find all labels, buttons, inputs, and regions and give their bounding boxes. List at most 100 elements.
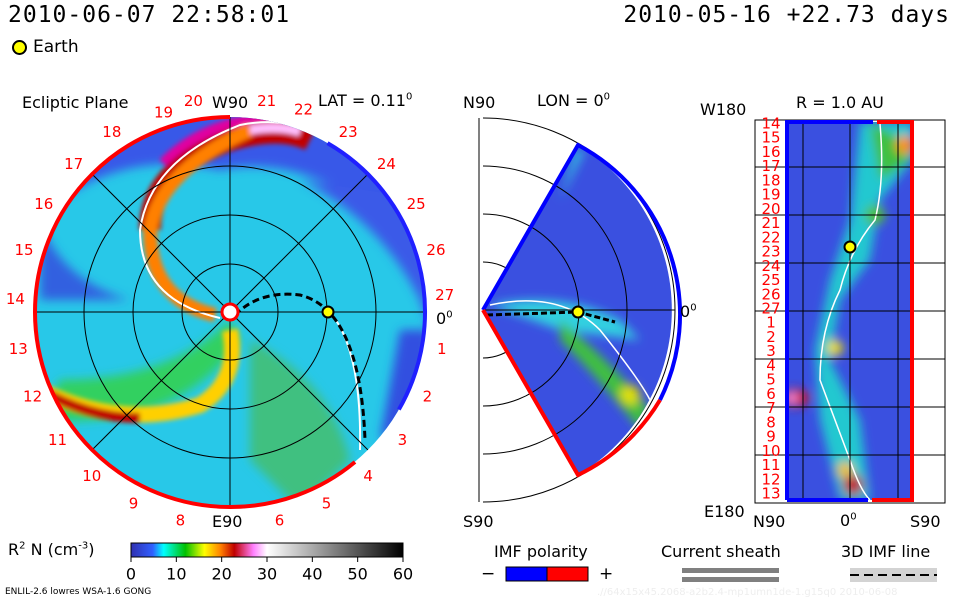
e180-label: E180 xyxy=(704,502,745,521)
tick-label: 21 xyxy=(257,92,276,110)
deg-sup: 0 xyxy=(405,91,413,103)
tick-label: 0 xyxy=(126,565,136,584)
tick-label: 2 xyxy=(766,328,776,346)
r-text: R xyxy=(8,540,20,559)
model-info: ENLIL-2.6 lowres WSA-1.6 GONG xyxy=(5,587,152,597)
sheath-title: Current sheath xyxy=(661,542,781,561)
sup: 2 xyxy=(19,540,26,552)
imf-polarity-ring xyxy=(872,120,914,502)
imf-polarity-ring xyxy=(32,115,231,509)
lon-text: LON = 0 xyxy=(537,91,604,110)
lon-title: LON = 00 xyxy=(537,91,610,110)
zero-text: 0 xyxy=(436,309,447,328)
earth-legend-icon xyxy=(12,40,27,55)
imf-plus-label: + xyxy=(599,564,614,584)
tick-label: 16 xyxy=(34,195,53,213)
r-title: R = 1.0 AU xyxy=(796,93,884,112)
tick-label: 1 xyxy=(437,340,447,358)
tick-label: 9 xyxy=(129,495,139,513)
tick-label: 60 xyxy=(393,565,413,584)
tick-label: 15 xyxy=(761,129,780,147)
tick-label: 40 xyxy=(302,565,322,584)
tick-label: 1 xyxy=(766,314,776,332)
tick-label: 18 xyxy=(761,171,780,189)
tick-label: 20 xyxy=(211,565,231,584)
current-sheath-line xyxy=(489,300,651,401)
sphere-1au-plot: 1415161718192021222324252627123456789101… xyxy=(754,115,946,504)
ecliptic-title: Ecliptic Plane xyxy=(22,93,129,112)
n90-x-label: N90 xyxy=(753,512,786,531)
tick-label: 4 xyxy=(363,467,373,485)
imf-minus-label: − xyxy=(481,564,496,584)
zero-text: 0 xyxy=(840,511,851,530)
sup: -3 xyxy=(78,540,89,552)
tick-label: 19 xyxy=(761,186,780,204)
tick-label: 24 xyxy=(761,257,780,275)
tick-label: 14 xyxy=(761,115,780,133)
ref-time: 2010-05-16 +22.73 days xyxy=(623,2,950,28)
imf-polarity-ring xyxy=(481,309,662,478)
tick-label: 10 xyxy=(82,467,101,485)
tick-label: 25 xyxy=(761,271,780,289)
paren: ) xyxy=(88,540,95,559)
tick-label: 6 xyxy=(766,385,776,403)
zero-x-label: 00 xyxy=(840,511,857,530)
s90-x-label: S90 xyxy=(910,512,941,531)
imf-polarity-title: IMF polarity xyxy=(494,542,588,561)
tick-label: 17 xyxy=(761,157,780,175)
tick-label: 15 xyxy=(14,241,33,259)
tick-label: 10 xyxy=(166,565,186,584)
imf-line-title: 3D IMF line xyxy=(841,542,931,561)
tick-label: 22 xyxy=(294,100,313,118)
tick-label: 8 xyxy=(176,512,186,530)
tick-label: 13 xyxy=(9,340,28,358)
tick-label: 11 xyxy=(761,456,780,474)
deg-sup: 0 xyxy=(603,91,611,103)
w90-label: W90 xyxy=(212,93,249,112)
sheath-swatch xyxy=(682,577,779,582)
sun-icon xyxy=(220,302,240,322)
tick-label: 11 xyxy=(48,431,67,449)
tick-label: 24 xyxy=(377,155,396,173)
tick-label: 27 xyxy=(761,300,780,318)
tick-label: 17 xyxy=(64,155,83,173)
meridional-plane-plot xyxy=(478,117,683,503)
earth-marker xyxy=(843,240,857,254)
tick-label: 12 xyxy=(23,388,42,406)
tick-label: 8 xyxy=(766,413,776,431)
imf-polarity-ring xyxy=(481,142,683,401)
lat-text: LAT = 0.11 xyxy=(318,91,406,110)
ecliptic-annotation: LAT = 0.110 xyxy=(318,91,412,110)
imf-negative-swatch xyxy=(506,567,547,581)
tick-label: 23 xyxy=(339,123,358,141)
tick-label: 25 xyxy=(407,195,426,213)
sheath-swatch xyxy=(682,568,779,573)
tick-label: 3 xyxy=(766,342,776,360)
deg-sup: 0 xyxy=(690,302,697,314)
deg-sup: 0 xyxy=(850,511,857,523)
tick-label: 13 xyxy=(761,485,780,503)
tick-label: 14 xyxy=(6,290,25,308)
tick-label: 18 xyxy=(102,123,121,141)
density-field xyxy=(786,122,913,500)
zero-deg-label: 00 xyxy=(436,309,453,328)
tick-label: 12 xyxy=(761,470,780,488)
tick-label: 27 xyxy=(435,286,454,304)
tick-label: 26 xyxy=(761,285,780,303)
imf-polarity-ring xyxy=(326,141,427,411)
tick-label: 21 xyxy=(761,214,780,232)
sim-time: 2010-06-07 22:58:01 xyxy=(8,2,291,28)
colorbar-ticks: 0 10 20 30 40 50 60 xyxy=(126,557,413,584)
tick-label: 19 xyxy=(154,103,173,121)
earth-marker xyxy=(321,305,335,319)
tick-label: 5 xyxy=(766,371,776,389)
carrington-y-labels: 1415161718192021222324252627123456789101… xyxy=(761,115,780,503)
n90-label: N90 xyxy=(463,93,496,112)
tick-label: 6 xyxy=(275,512,285,530)
tick-label: 7 xyxy=(766,399,776,417)
run-id: .//64x15x45.2068-a2b2.4-mp1umn1de-1.g15q… xyxy=(597,587,898,598)
zero-text: 0 xyxy=(680,302,691,321)
tick-label: 20 xyxy=(761,200,780,218)
